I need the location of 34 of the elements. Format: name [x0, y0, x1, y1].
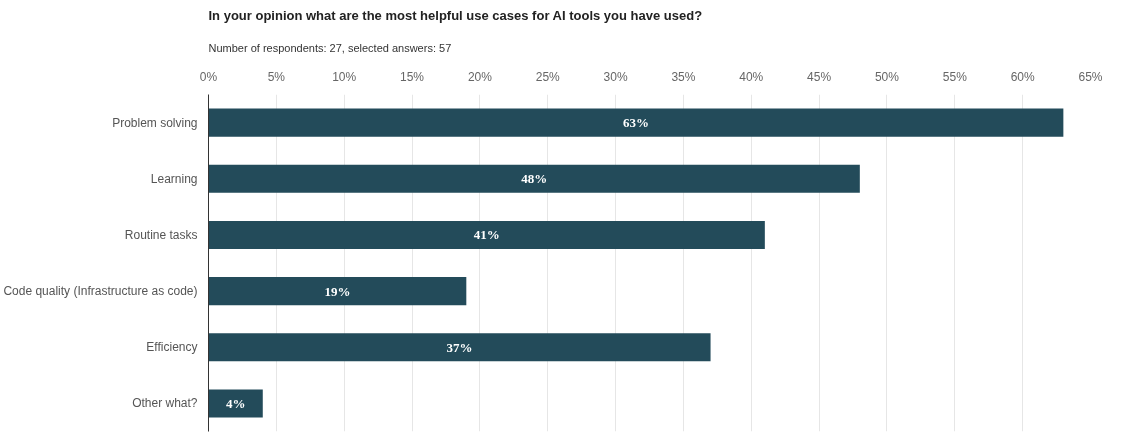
bar: [208, 277, 467, 306]
data-label: 37%: [446, 339, 473, 355]
data-label: 41%: [473, 227, 500, 243]
y-tick-label: Problem solving: [112, 115, 198, 130]
x-tick-label: 55%: [942, 69, 968, 84]
data-label: 19%: [324, 283, 351, 299]
bar: [208, 220, 765, 249]
x-tick-label: 0%: [199, 69, 218, 84]
chart-subtitle: Number of respondents: 27, selected answers: 57: [208, 42, 452, 54]
y-tick-label: Routine tasks: [124, 227, 198, 242]
x-tick-label: 20%: [467, 69, 493, 84]
data-label: 4%: [225, 395, 246, 411]
x-tick-label: 45%: [807, 69, 832, 84]
x-tick-label: 35%: [671, 69, 696, 84]
y-tick-label: Code quality (Infrastructure as code): [3, 284, 198, 299]
bar: [208, 164, 860, 193]
x-tick-label: 65%: [1078, 69, 1103, 84]
y-tick-label: Other what?: [132, 396, 198, 411]
chart-title: In your opinion what are the most helpful use cases for AI tools you have used?: [208, 7, 703, 23]
y-tick-label: Efficiency: [146, 340, 198, 355]
data-label: 48%: [521, 171, 548, 187]
x-tick-label: 30%: [603, 69, 628, 84]
x-tick-label: 25%: [535, 69, 561, 84]
x-tick-label: 50%: [874, 69, 900, 84]
bar: [208, 389, 263, 418]
bar: [208, 333, 711, 362]
x-tick-label: 5%: [267, 69, 286, 84]
x-tick-label: 40%: [739, 69, 764, 84]
bar: [208, 108, 1064, 137]
x-tick-label: 10%: [332, 69, 357, 84]
y-tick-label: Learning: [150, 171, 198, 186]
data-label: 63%: [622, 115, 649, 131]
x-tick-label: 60%: [1010, 69, 1035, 84]
x-tick-label: 15%: [400, 69, 425, 84]
